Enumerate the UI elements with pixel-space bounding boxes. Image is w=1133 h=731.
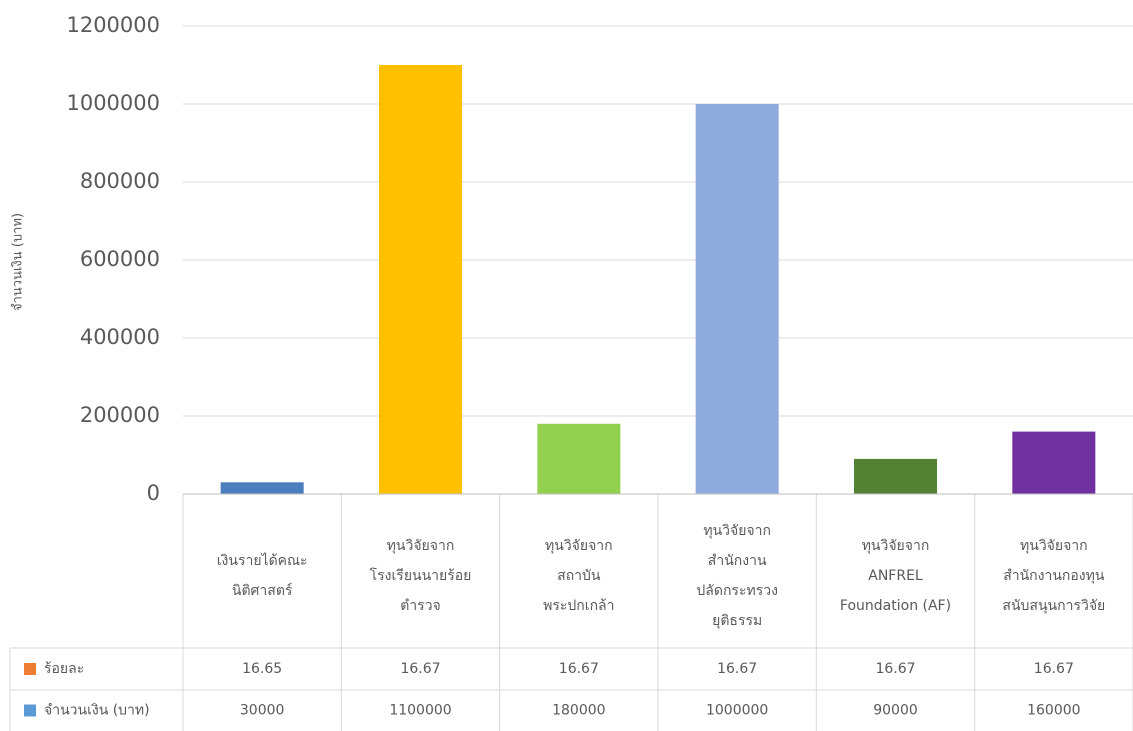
y-tick-label: 600000: [80, 247, 160, 271]
data-label: 16.67: [717, 661, 757, 677]
x-tick-label: ยุติธรรม: [712, 613, 762, 629]
x-tick-label: Foundation (AF): [840, 598, 951, 614]
legend-label: จำนวนเงิน (บาท): [44, 703, 150, 719]
x-tick-label: สถาบัน: [557, 568, 601, 584]
data-label: 16.67: [1034, 661, 1074, 677]
y-tick-label: 800000: [80, 169, 160, 193]
y-tick-label: 0: [147, 481, 160, 505]
bar-segment: [220, 482, 304, 494]
data-label: 16.67: [559, 661, 599, 677]
data-label: 1000000: [706, 703, 768, 719]
bar-segment: [695, 104, 779, 494]
data-label: 1100000: [389, 703, 451, 719]
bar-segment: [854, 458, 937, 494]
x-tick-label: พระปกเกล้า: [543, 598, 614, 614]
x-tick-label: ANFREL: [868, 568, 923, 584]
y-tick-label: 1000000: [66, 91, 160, 115]
x-tick-label: นิติศาสตร์: [232, 582, 293, 599]
data-label: 160000: [1027, 703, 1080, 719]
x-tick-label: ทุนวิจัยจาก: [1020, 538, 1088, 554]
y-tick-label: 400000: [80, 325, 160, 349]
legend-key: [24, 663, 36, 675]
x-tick-label: ตำรวจ: [400, 598, 441, 614]
data-label: 180000: [552, 703, 605, 719]
data-label: 16.65: [242, 661, 282, 677]
legend-label: ร้อยละ: [44, 661, 84, 677]
data-label: 16.67: [875, 661, 915, 677]
legend-key: [24, 704, 36, 717]
y-axis-title: จำนวนเงิน (บาท): [11, 213, 26, 311]
bar-segment: [1012, 431, 1096, 494]
x-tick-label: สำนักงาน: [708, 553, 767, 569]
x-tick-label: สำนักงานกองทุน: [1003, 568, 1105, 584]
data-label: 30000: [240, 703, 285, 719]
x-tick-label: โรงเรียนนายร้อย: [370, 567, 472, 584]
x-tick-label: ทุนวิจัยจาก: [703, 523, 771, 539]
x-tick-label: สนับสนุนการวิจัย: [1002, 598, 1105, 614]
x-tick-label: เงินรายได้คณะ: [217, 552, 308, 569]
bar-segment: [537, 423, 621, 494]
data-label: 90000: [873, 703, 918, 719]
x-tick-label: ทุนวิจัยจาก: [545, 538, 613, 554]
x-tick-label: ปลัดกระทรวง: [696, 583, 778, 599]
y-tick-label: 1200000: [66, 13, 160, 37]
x-tick-label: ทุนวิจัยจาก: [387, 538, 455, 554]
bar-segment: [379, 65, 462, 494]
x-tick-label: ทุนวิจัยจาก: [862, 538, 930, 554]
y-tick-label: 200000: [80, 403, 160, 427]
data-label: 16.67: [400, 661, 440, 677]
